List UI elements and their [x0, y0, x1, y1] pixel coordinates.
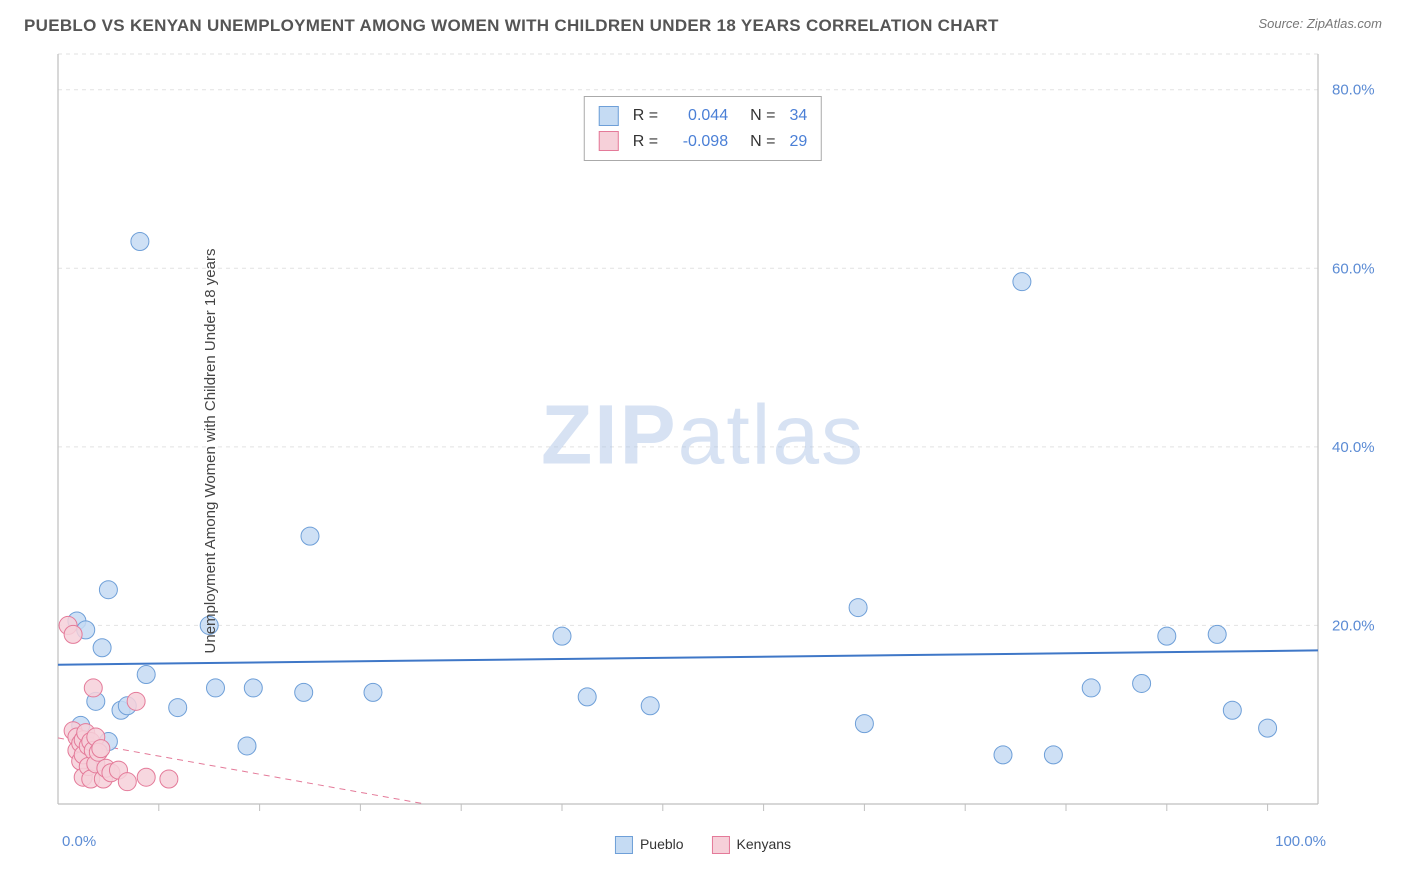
n-value: 29 — [789, 129, 807, 155]
correlation-legend-box: R = 0.044 N = 34 R = -0.098 N = 29 — [584, 96, 822, 161]
legend-label: Kenyans — [737, 836, 791, 852]
legend-item: Kenyans — [712, 836, 791, 854]
legend-bottom: Pueblo Kenyans — [615, 836, 791, 854]
n-label: N = — [750, 103, 775, 129]
x-tick-max: 100.0% — [1275, 833, 1326, 850]
source-prefix: Source: — [1258, 16, 1306, 31]
legend-swatch — [712, 836, 730, 854]
legend-label: Pueblo — [640, 836, 684, 852]
chart-title: PUEBLO VS KENYAN UNEMPLOYMENT AMONG WOME… — [24, 16, 999, 36]
svg-text:40.0%: 40.0% — [1332, 439, 1375, 456]
r-value: 0.044 — [668, 103, 728, 129]
legend-item: Pueblo — [615, 836, 684, 854]
n-label: N = — [750, 129, 775, 155]
legend-swatch — [599, 131, 619, 151]
n-value: 34 — [789, 103, 807, 129]
legend-swatch — [615, 836, 633, 854]
chart-container: Unemployment Among Women with Children U… — [0, 46, 1406, 856]
source-name: ZipAtlas.com — [1307, 16, 1382, 31]
x-tick-min: 0.0% — [62, 833, 96, 850]
svg-text:60.0%: 60.0% — [1332, 260, 1375, 277]
correlation-row: R = 0.044 N = 34 — [599, 103, 807, 129]
r-label: R = — [633, 103, 658, 129]
svg-text:80.0%: 80.0% — [1332, 82, 1375, 99]
correlation-row: R = -0.098 N = 29 — [599, 129, 807, 155]
svg-text:20.0%: 20.0% — [1332, 617, 1375, 634]
legend-swatch — [599, 106, 619, 126]
header-bar: PUEBLO VS KENYAN UNEMPLOYMENT AMONG WOME… — [0, 0, 1406, 42]
r-value: -0.098 — [668, 129, 728, 155]
source-credit: Source: ZipAtlas.com — [1258, 16, 1382, 31]
y-axis-label: Unemployment Among Women with Children U… — [202, 249, 219, 654]
r-label: R = — [633, 129, 658, 155]
